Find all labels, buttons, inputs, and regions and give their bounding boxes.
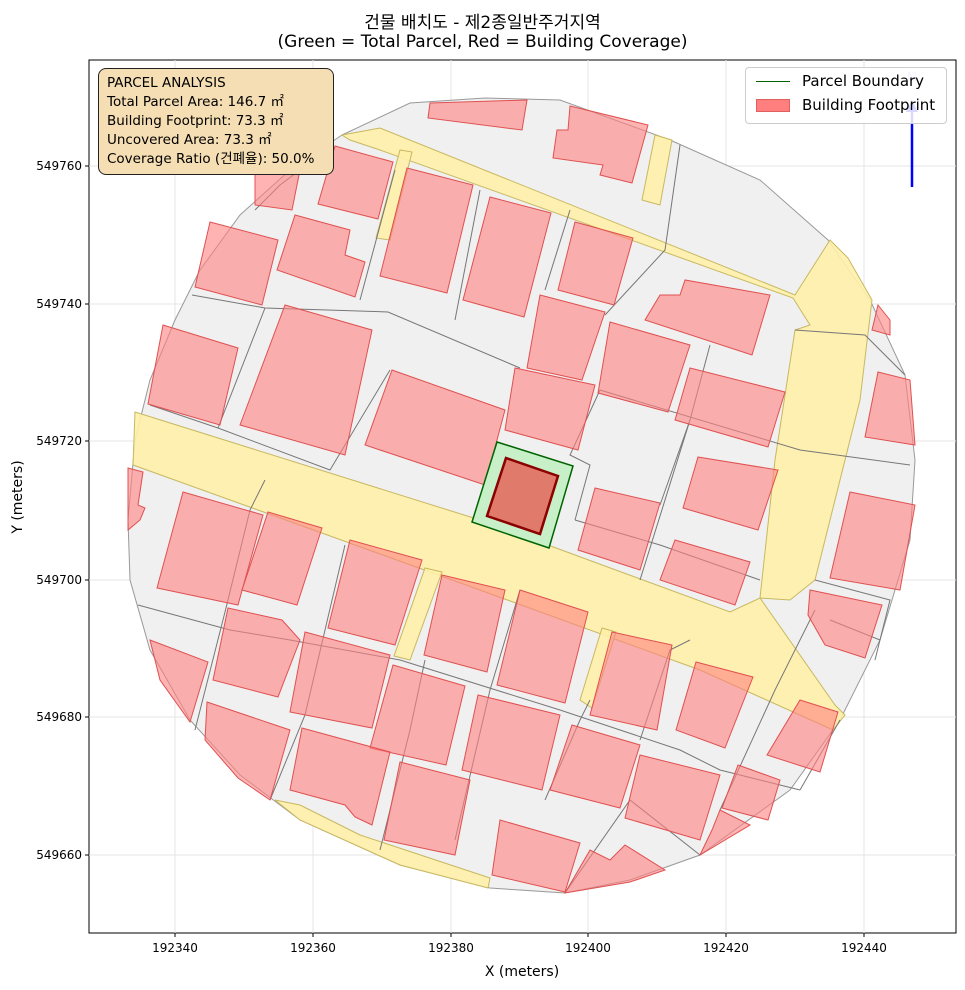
building-footprint xyxy=(276,214,366,298)
building-footprint xyxy=(194,221,279,306)
info-heading: PARCEL ANALYSIS xyxy=(107,75,226,91)
building-footprint xyxy=(427,99,528,131)
building-footprint xyxy=(624,754,721,841)
y-tick-label: 549760 xyxy=(36,159,82,173)
y-tick-label: 549740 xyxy=(36,297,82,311)
building-footprint xyxy=(496,589,589,704)
info-footprint: Building Footprint: 73.3 ㎡ xyxy=(107,113,284,129)
building-footprint xyxy=(589,631,673,731)
x-tick-label: 192400 xyxy=(565,941,611,955)
building-footprint xyxy=(644,279,771,356)
x-tick-label: 192380 xyxy=(428,941,474,955)
building-footprint xyxy=(147,324,239,426)
building-footprint xyxy=(241,511,323,606)
legend-label: Parcel Boundary xyxy=(802,72,925,90)
y-tick-label: 549720 xyxy=(36,434,82,448)
building-footprint xyxy=(369,664,466,766)
building-footprint xyxy=(549,724,641,809)
x-tick-label: 192340 xyxy=(152,941,198,955)
building-footprint xyxy=(597,321,691,413)
y-tick-label: 549660 xyxy=(36,848,82,862)
chart-title: 건물 배치도 - 제2종일반주거지역 xyxy=(364,13,601,33)
building-footprint xyxy=(564,844,667,894)
building-footprint xyxy=(383,761,471,856)
parcel-analysis-box: PARCEL ANALYSIS Total Parcel Area: 146.7… xyxy=(98,68,334,175)
building-footprint xyxy=(289,631,391,729)
x-tick-label: 192360 xyxy=(290,941,336,955)
building-footprint xyxy=(504,367,596,451)
y-axis-label: Y (meters) xyxy=(10,460,26,534)
building-footprint xyxy=(577,487,661,571)
building-footprint xyxy=(871,303,891,336)
info-uncovered: Uncovered Area: 73.3 ㎡ xyxy=(107,132,272,148)
building-footprint xyxy=(379,167,474,294)
building-footprint xyxy=(526,294,606,381)
building-footprint xyxy=(423,574,506,673)
building-footprint xyxy=(675,661,754,749)
building-footprint xyxy=(149,639,209,724)
building-footprint xyxy=(327,539,423,646)
legend-line-swatch xyxy=(756,80,790,82)
building-footprint xyxy=(127,467,146,532)
building-footprint xyxy=(462,196,552,318)
building-footprint xyxy=(557,221,634,306)
building-footprint xyxy=(156,491,264,606)
axis-ticks xyxy=(85,165,865,937)
building-footprint xyxy=(829,491,916,591)
y-tick-label: 549700 xyxy=(36,573,82,587)
building-footprint xyxy=(461,694,561,791)
info-total-area: Total Parcel Area: 146.7 ㎡ xyxy=(107,94,284,110)
building-footprint xyxy=(212,607,301,698)
building-footprint xyxy=(204,701,291,801)
chart-subtitle: (Green = Total Parcel, Red = Building Co… xyxy=(277,32,688,52)
x-tick-label: 192440 xyxy=(841,941,887,955)
legend-item-building-footprint: Building Footprint xyxy=(756,96,935,114)
building-footprint xyxy=(674,367,786,448)
y-tick-label: 549680 xyxy=(36,710,82,724)
building-footprint xyxy=(491,819,581,893)
building-footprint xyxy=(721,764,781,821)
x-tick-label: 192420 xyxy=(703,941,749,955)
legend-item-parcel-boundary: Parcel Boundary xyxy=(756,72,924,90)
building-footprint xyxy=(239,304,373,456)
building-footprint xyxy=(289,727,391,826)
info-coverage: Coverage Ratio (건폐율): 50.0% xyxy=(107,151,315,167)
building-footprint xyxy=(659,539,751,606)
building-footprint xyxy=(766,699,839,773)
legend-patch-swatch xyxy=(756,98,790,112)
legend: Parcel Boundary Building Footprint xyxy=(745,67,947,124)
building-footprint xyxy=(552,105,649,184)
legend-label: Building Footprint xyxy=(802,96,936,114)
target-building-footprint[interactable] xyxy=(485,456,560,536)
building-footprint xyxy=(682,456,779,531)
building-footprint xyxy=(698,809,752,857)
building-footprint xyxy=(807,589,883,659)
building-footprint xyxy=(864,371,916,446)
building-footprint xyxy=(317,145,394,220)
x-axis-label: X (meters) xyxy=(485,964,559,980)
